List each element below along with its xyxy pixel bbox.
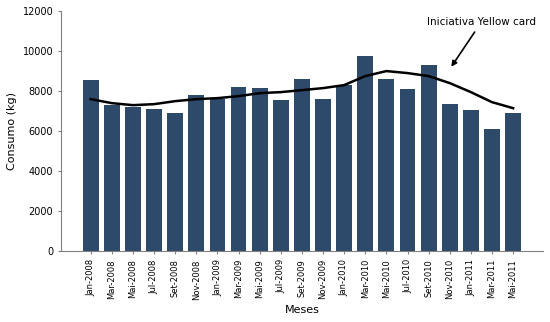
Bar: [484, 129, 500, 251]
Bar: [421, 65, 437, 251]
Bar: [336, 85, 352, 251]
Bar: [400, 89, 415, 251]
Bar: [210, 99, 226, 251]
Bar: [230, 87, 246, 251]
Y-axis label: Consumo (kg): Consumo (kg): [7, 92, 17, 170]
X-axis label: Meses: Meses: [284, 305, 320, 315]
Bar: [83, 80, 98, 251]
Bar: [104, 105, 120, 251]
Bar: [442, 104, 458, 251]
Bar: [505, 113, 521, 251]
Bar: [378, 79, 394, 251]
Bar: [252, 88, 268, 251]
Bar: [315, 99, 331, 251]
Bar: [273, 100, 289, 251]
Bar: [463, 110, 479, 251]
Bar: [167, 113, 183, 251]
Bar: [294, 79, 310, 251]
Bar: [189, 95, 204, 251]
Bar: [125, 107, 141, 251]
Text: Iniciativa Yellow card: Iniciativa Yellow card: [427, 17, 536, 65]
Bar: [358, 56, 373, 251]
Bar: [146, 109, 162, 251]
